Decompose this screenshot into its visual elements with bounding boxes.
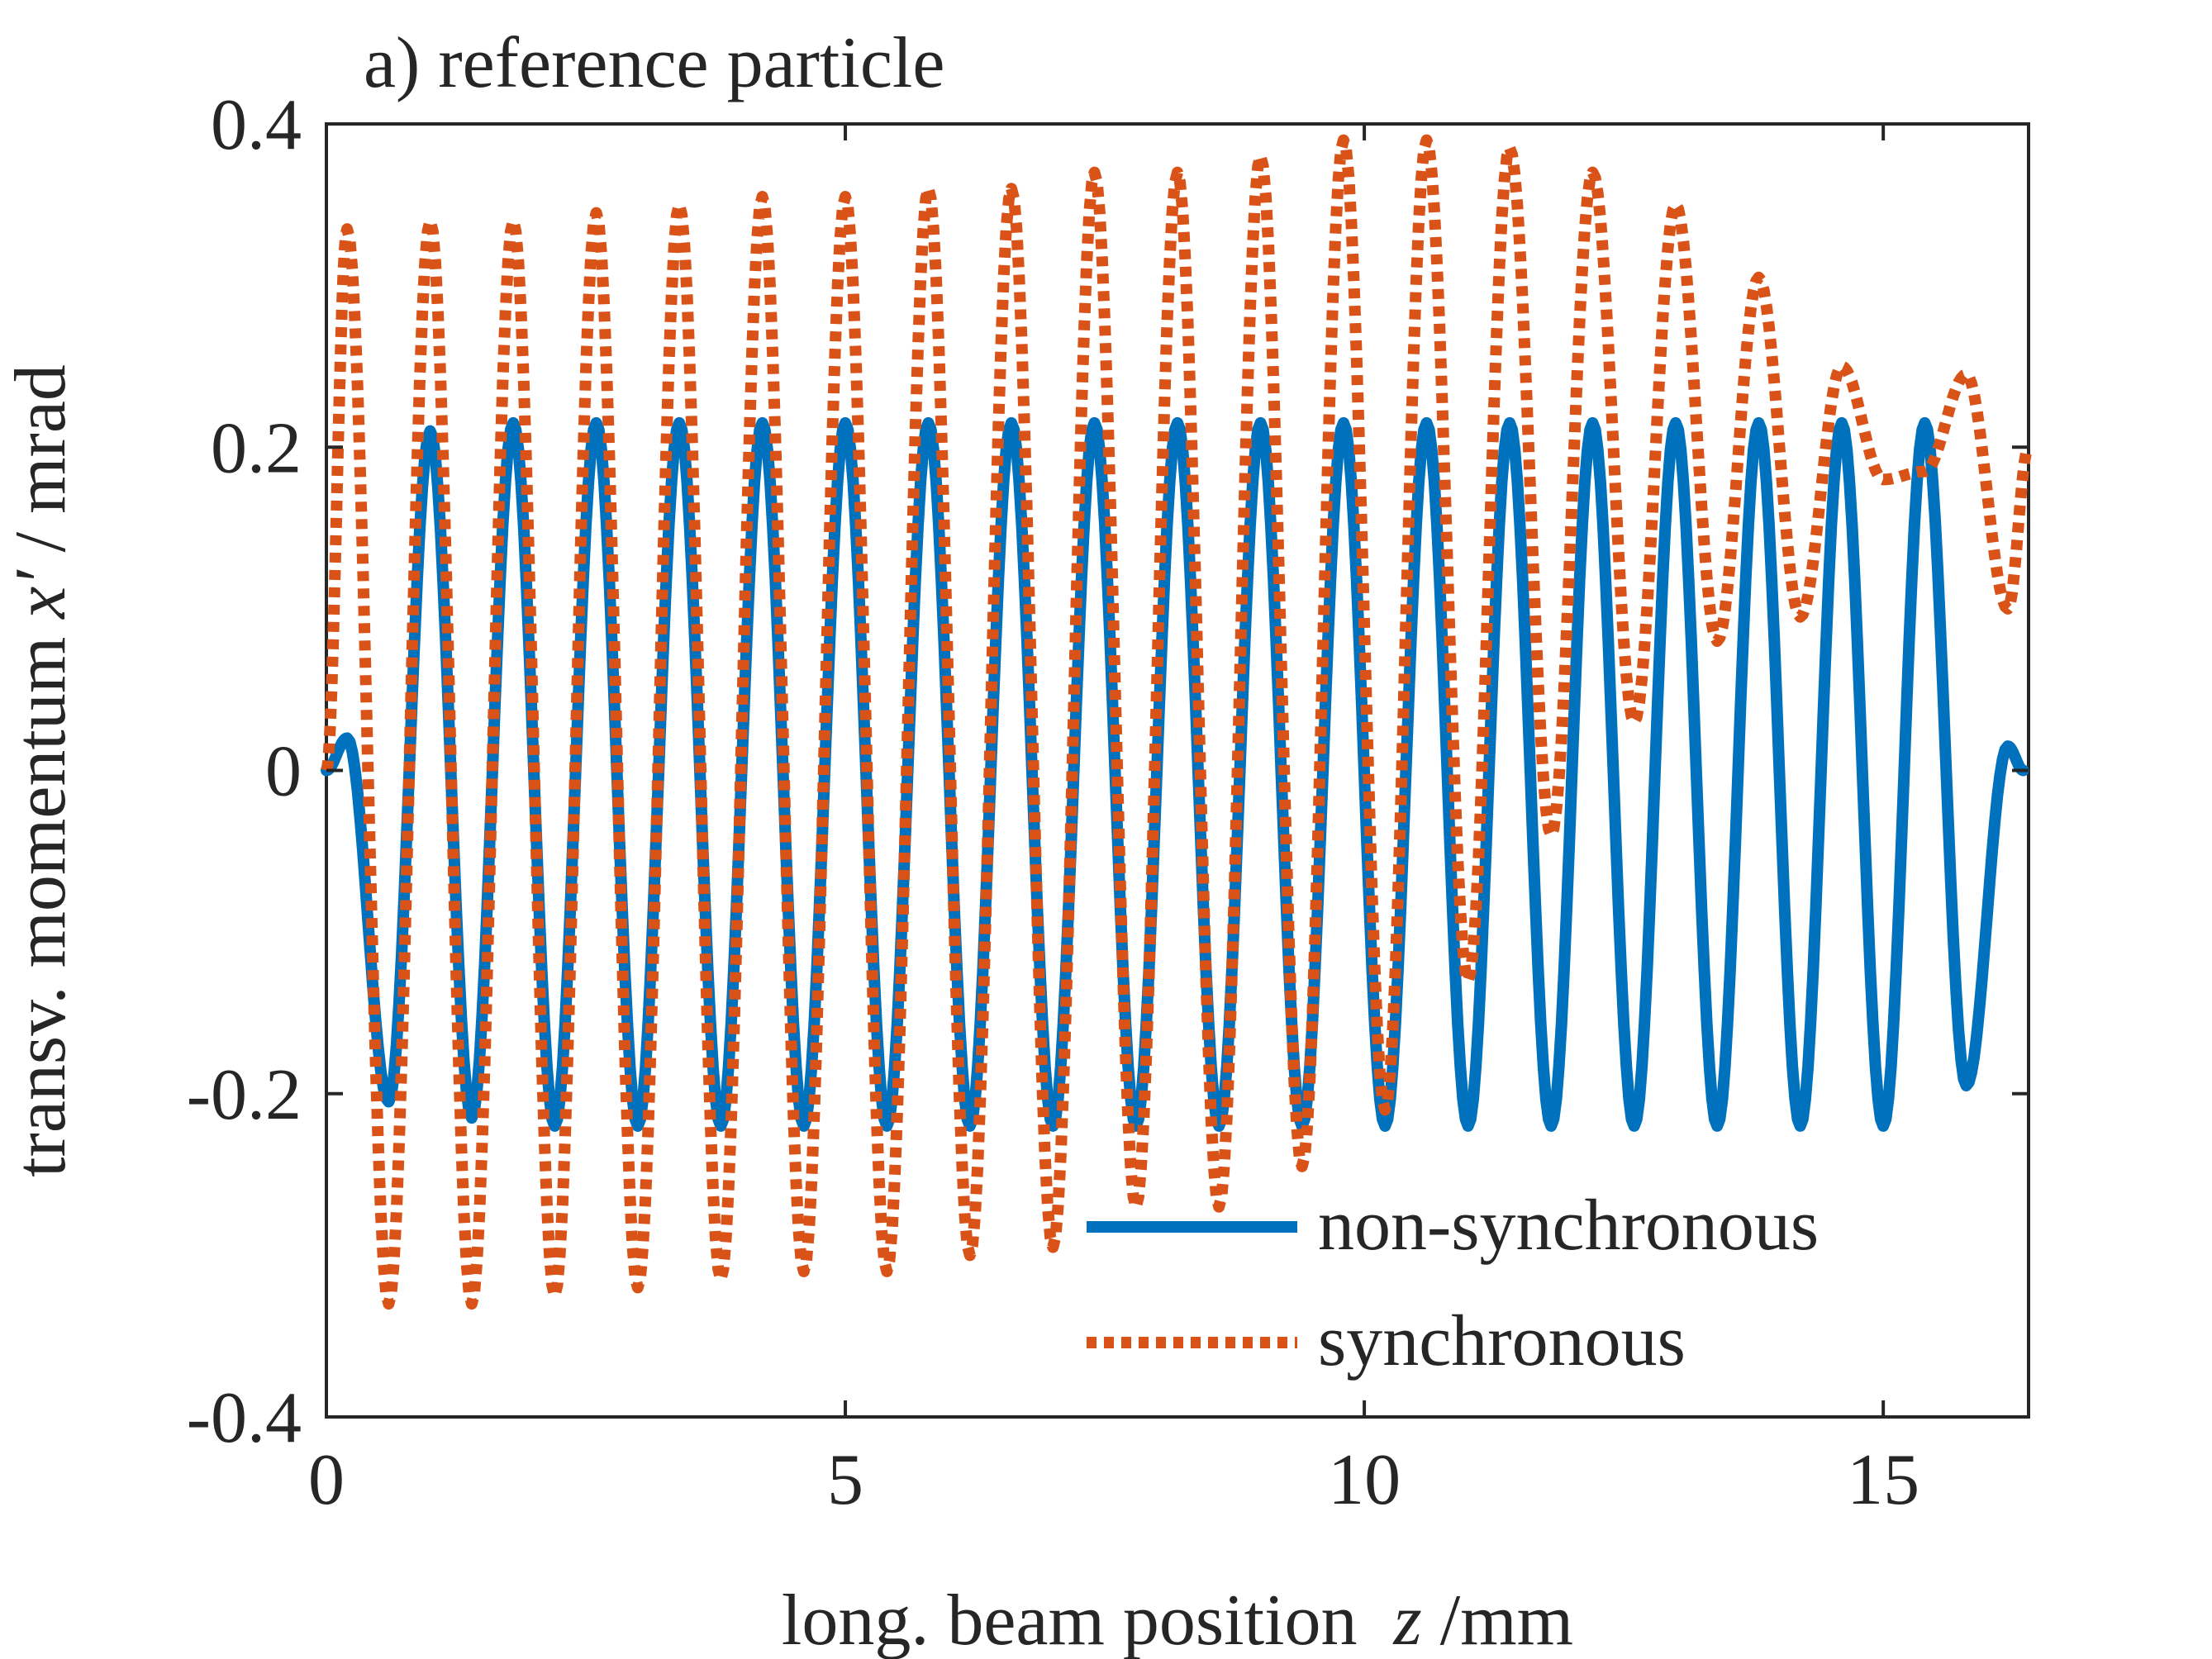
x-axis-label-text: long. beam position (782, 1581, 1358, 1659)
y-axis-label-unit: / mrad (1, 364, 81, 552)
legend-label-synchronous: synchronous (1318, 1301, 1686, 1381)
chart-title: a) reference particle (364, 23, 944, 103)
y-axis-label-variable: x′ (1, 569, 81, 620)
y-tick-label: 0 (265, 732, 302, 812)
y-tick-label: -0.2 (187, 1055, 302, 1135)
x-axis-label: long. beam position z /mm (782, 1581, 1573, 1659)
x-tick-label: 15 (1847, 1440, 1919, 1520)
series-line-synchronous (321, 134, 2034, 1310)
x-tick-label: 10 (1328, 1440, 1401, 1520)
y-tick-label: 0.4 (211, 85, 302, 165)
x-axis-label-variable: z (1393, 1581, 1422, 1659)
series-line-non-synchronous (321, 416, 2029, 1132)
y-tick-label: -0.4 (187, 1378, 302, 1458)
x-axis-label-unit: /mm (1440, 1581, 1573, 1659)
y-axis-label: transv. momentum x′ / mrad (1, 364, 81, 1177)
legend: non-synchronous synchronous (1087, 1186, 1819, 1381)
y-axis-label-text: transv. momentum (1, 619, 81, 1177)
x-tick-label: 0 (308, 1440, 345, 1520)
y-tick-label: 0.2 (211, 408, 302, 488)
x-tick-label: 5 (827, 1440, 863, 1520)
legend-label-non-synchronous: non-synchronous (1318, 1186, 1819, 1266)
